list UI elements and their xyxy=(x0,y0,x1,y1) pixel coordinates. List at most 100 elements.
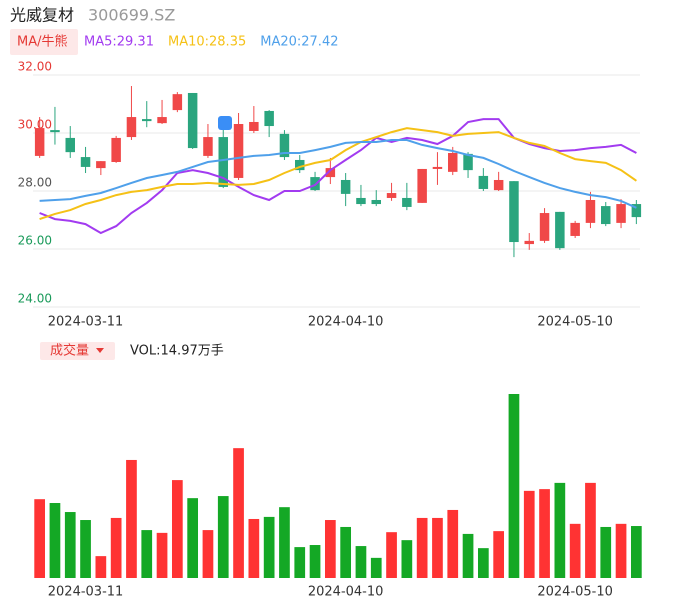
candle-body xyxy=(203,137,213,156)
candle-body xyxy=(417,168,427,203)
candle-body xyxy=(187,92,198,149)
candle-body xyxy=(218,137,228,187)
volume-chart: 2024-03-11 2024-04-10 2024-05-10 xyxy=(34,394,642,600)
candle-body xyxy=(478,175,489,189)
ma-button[interactable]: MA/牛熊 xyxy=(17,34,68,50)
volume-bar xyxy=(263,516,275,578)
volume-bar xyxy=(569,523,581,578)
volume-button[interactable]: 成交量 xyxy=(50,343,89,359)
volume-bar xyxy=(370,557,382,578)
volume-bar xyxy=(141,530,153,578)
candle-body xyxy=(111,137,121,162)
volume-bar xyxy=(523,490,535,578)
ma-line xyxy=(39,118,637,235)
x-tick-label: 2024-05-10 xyxy=(537,315,613,330)
volume-bar xyxy=(279,507,290,578)
candle-body xyxy=(509,181,519,243)
candle-body xyxy=(142,119,152,122)
volume-bar xyxy=(416,517,428,578)
price-chart: 32.00 30.00 28.00 26.00 24.00 2024-03-11 2024-… xyxy=(18,60,642,330)
y-tick-label: 28.00 xyxy=(18,176,52,190)
ma-line xyxy=(39,127,637,221)
volume-bar xyxy=(539,489,550,578)
volume-bar xyxy=(95,556,107,578)
volume-bar xyxy=(340,526,352,578)
volume-bar xyxy=(156,532,168,578)
volume-bar xyxy=(600,526,612,578)
y-tick-label: 24.00 xyxy=(18,292,52,306)
candle-body xyxy=(249,121,259,131)
volume-bar xyxy=(615,523,627,578)
dropdown-arrow[interactable] xyxy=(96,348,104,353)
volume-bar xyxy=(217,496,229,578)
ma-legend: MA5:29.31 MA10:28.35 MA20:27.42 xyxy=(84,35,338,50)
candle-body xyxy=(34,128,45,156)
candle-body xyxy=(233,124,244,178)
volume-bar xyxy=(386,532,397,578)
candle-body xyxy=(386,193,397,198)
candle-body xyxy=(172,94,183,111)
candle-body xyxy=(524,240,534,245)
volume-bar xyxy=(585,482,596,578)
x-tick-label: 2024-03-11 xyxy=(48,315,124,330)
volume-bar xyxy=(493,531,505,578)
x-tick-label: 2024-05-10 xyxy=(537,585,613,600)
volume-bar xyxy=(324,520,336,578)
volume-bar xyxy=(126,459,137,578)
candle-body xyxy=(96,161,106,169)
candle-body xyxy=(448,153,458,172)
candle-body xyxy=(50,130,60,133)
volume-bar xyxy=(171,480,183,578)
candle-body xyxy=(616,204,626,223)
x-tick-label: 2024-03-11 xyxy=(48,585,124,600)
legend-entry: MA20:27.42 xyxy=(260,35,338,50)
volume-bar xyxy=(462,533,474,578)
candle-body xyxy=(295,159,305,171)
x-tick-label: 2024-04-10 xyxy=(308,585,384,600)
volume-button-bg[interactable] xyxy=(40,342,115,360)
candle-body xyxy=(80,157,91,167)
volume-bar xyxy=(508,394,520,578)
volume-bar xyxy=(630,526,642,578)
legend-entry: MA5:29.31 xyxy=(84,35,154,50)
candle-body xyxy=(126,117,137,138)
y-tick-label: 32.00 xyxy=(18,60,52,74)
volume-bar xyxy=(34,499,46,578)
candle-body xyxy=(279,133,290,158)
candle-body xyxy=(631,204,642,218)
candle-body xyxy=(371,199,381,205)
volume-bar xyxy=(554,482,566,578)
volume-bar xyxy=(80,520,91,578)
candle-body xyxy=(555,211,565,249)
volume-bar xyxy=(64,512,76,578)
volume-bar xyxy=(202,530,214,578)
selected-marker xyxy=(218,116,232,130)
legend-entry: MA10:28.35 xyxy=(168,35,246,50)
candle-body xyxy=(601,206,611,225)
volume-bar xyxy=(294,547,306,578)
volume-bar xyxy=(187,498,199,578)
volume-bar xyxy=(248,518,260,578)
volume-bar xyxy=(447,509,459,578)
volume-bar xyxy=(477,548,489,578)
ma-line xyxy=(39,139,637,209)
volume-bar xyxy=(309,545,321,578)
volume-bar xyxy=(401,540,413,578)
candle-body xyxy=(325,168,336,178)
volume-bar xyxy=(355,546,367,578)
candle-body xyxy=(340,179,351,194)
candle-body xyxy=(402,197,412,207)
volume-bar xyxy=(110,517,122,578)
candle-body xyxy=(432,166,443,169)
candle-body xyxy=(157,117,167,124)
stock-code: 300699.SZ xyxy=(88,6,175,25)
volume-label: VOL:14.97万手 xyxy=(130,344,224,359)
ma-button-bg[interactable] xyxy=(10,29,78,55)
candle-body xyxy=(493,179,504,191)
candle-body xyxy=(570,222,580,236)
volume-bar xyxy=(432,517,443,578)
volume-bar xyxy=(233,448,244,578)
y-tick-label: 30.00 xyxy=(18,118,52,132)
